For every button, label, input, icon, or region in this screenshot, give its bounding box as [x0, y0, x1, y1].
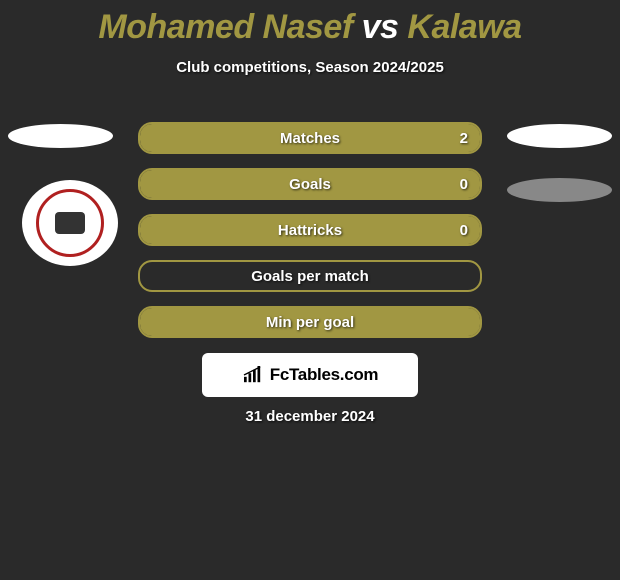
brand-watermark[interactable]: FcTables.com	[202, 353, 418, 397]
stat-label: Hattricks	[140, 216, 480, 244]
stat-label: Goals	[140, 170, 480, 198]
stat-row-hattricks: Hattricks 0	[138, 214, 482, 246]
stat-value: 0	[460, 216, 468, 244]
player2-photo-placeholder	[507, 124, 612, 148]
player1-club-badge	[22, 180, 118, 266]
stat-label: Min per goal	[140, 308, 480, 336]
stat-row-goals-per-match: Goals per match	[138, 260, 482, 292]
player2-name: Kalawa	[407, 8, 521, 46]
bar-chart-icon	[242, 366, 264, 384]
comparison-title: Mohamed Nasef vs Kalawa	[0, 0, 620, 47]
player2-club-placeholder	[507, 178, 612, 202]
stats-panel: Matches 2 Goals 0 Hattricks 0 Goals per …	[138, 122, 482, 352]
vs-separator: vs	[362, 8, 399, 46]
stat-row-min-per-goal: Min per goal	[138, 306, 482, 338]
club-badge-icon	[36, 189, 104, 257]
stat-label: Matches	[140, 124, 480, 152]
stat-label: Goals per match	[140, 262, 480, 290]
player1-photo-placeholder	[8, 124, 113, 148]
stat-value: 0	[460, 170, 468, 198]
brand-text: FcTables.com	[270, 365, 379, 385]
stat-row-goals: Goals 0	[138, 168, 482, 200]
footer-date: 31 december 2024	[0, 408, 620, 425]
player1-name: Mohamed Nasef	[98, 8, 352, 46]
stat-row-matches: Matches 2	[138, 122, 482, 154]
subtitle: Club competitions, Season 2024/2025	[0, 59, 620, 76]
stat-value: 2	[460, 124, 468, 152]
